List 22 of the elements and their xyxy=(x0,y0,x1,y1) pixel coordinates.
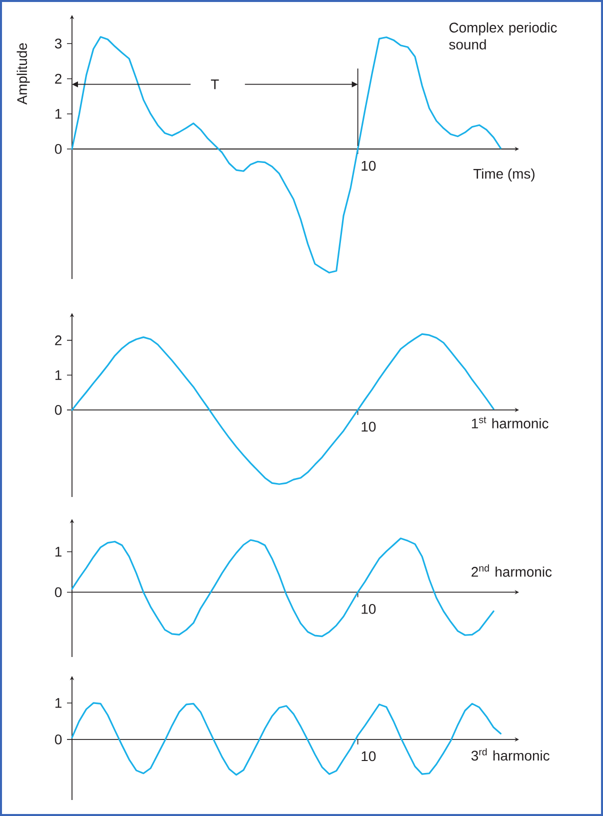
y-tick-label: 1 xyxy=(55,370,62,380)
x-axis-title: Time (ms) xyxy=(473,168,534,182)
y-tick-label: 1 xyxy=(55,109,62,119)
y-tick-label: 1 xyxy=(55,546,62,557)
annotation: 10 xyxy=(362,751,376,762)
text: 3$^{rd}$ harmonic xyxy=(471,748,550,761)
y-axis-title: Amplitude xyxy=(16,43,30,105)
annotation: 10 xyxy=(362,160,376,171)
y-tick-label: 0 xyxy=(54,734,62,744)
y-tick-label: 1 xyxy=(55,698,62,708)
annotation: 10 xyxy=(362,604,376,614)
text: 2$^{nd}$ harmonic xyxy=(472,564,552,577)
y-tick-label: 0 xyxy=(54,144,62,154)
y-tick-label: 2 xyxy=(55,335,62,346)
text: 1$^{st}$ harmonic xyxy=(472,416,548,428)
y-tick-label: 0 xyxy=(54,587,62,598)
y-tick-label: 2 xyxy=(55,74,62,84)
annotation: 10 xyxy=(362,422,376,432)
y-tick-label: 3 xyxy=(54,38,62,49)
y-tick-label: 0 xyxy=(54,405,62,415)
text: Complex periodic sound xyxy=(449,22,557,50)
annotation: T xyxy=(210,80,219,90)
